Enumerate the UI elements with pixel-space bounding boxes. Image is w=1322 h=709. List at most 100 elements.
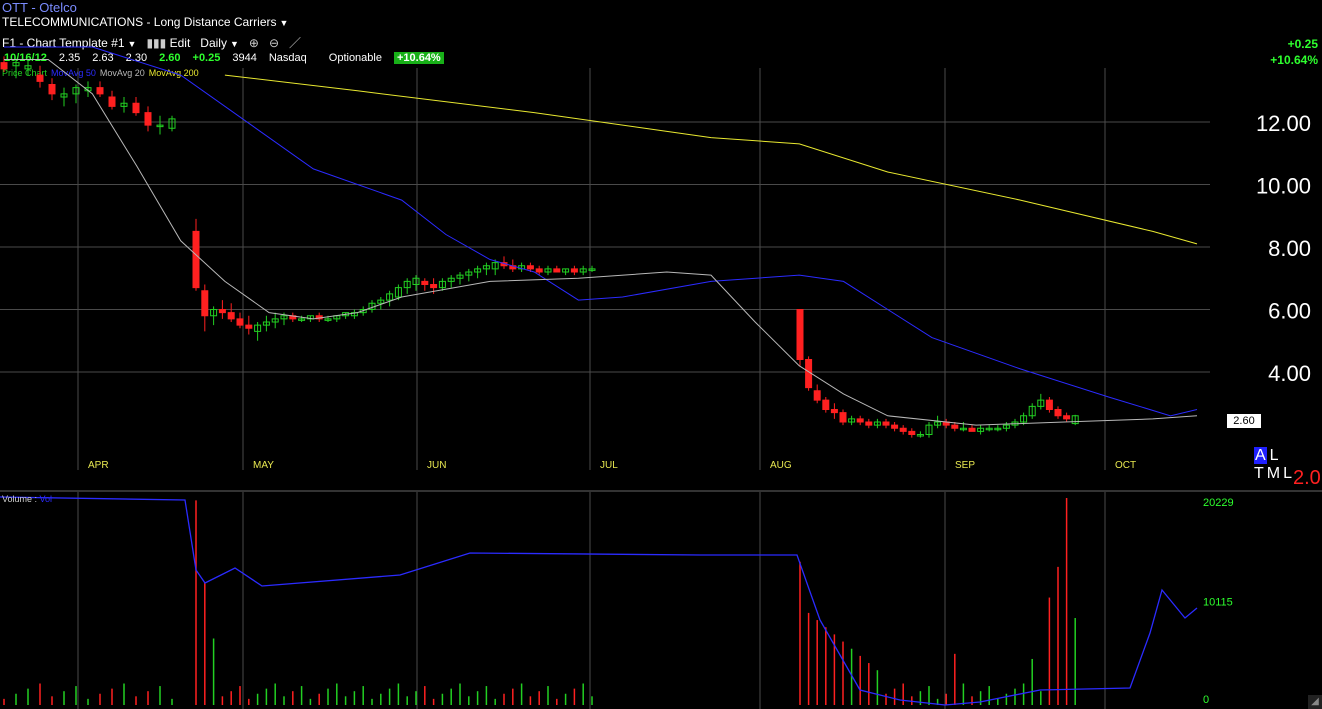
candle-body [298,318,306,321]
volume-axis-label: 10115 [1203,597,1233,609]
candle-body [403,280,411,289]
candle-body [1002,424,1010,429]
candle-body [562,268,570,273]
candle-body [108,96,116,107]
candle-body [218,309,226,314]
zoom-in-icon[interactable]: ⊕ [248,35,259,50]
candle-body [438,280,446,289]
candle-body [36,74,44,82]
candle-body [474,268,482,273]
candle-body [891,424,899,429]
moving-average-line [4,59,1198,426]
month-label: JUN [427,460,446,471]
candle-body [856,418,864,423]
candle-body [839,412,847,423]
candle-body [916,434,924,437]
quote-volume: 3944 [232,52,257,64]
volume-title: Volume : Vol [2,494,53,504]
candle-body [579,268,587,273]
candle-body [144,112,152,126]
candle-body [908,430,916,435]
candle-body [386,293,394,301]
candle-body [236,318,244,326]
candle-body [280,315,288,320]
right-change: +0.25 [1287,37,1318,51]
altml-a: A [1254,447,1267,464]
volume-axis-label: 20229 [1203,497,1234,509]
candle-body [254,324,262,332]
sector-selector[interactable]: TELECOMMUNICATIONS - Long Distance Carri… [2,15,288,29]
chevron-down-icon: ▼ [229,38,239,49]
candle-body [421,280,429,285]
candle-body [1020,415,1028,423]
price-axis-label: 6.00 [1268,299,1311,324]
legend-ma50: MovAvg 50 [51,68,96,78]
candle-body [553,268,561,273]
candle-body [1028,405,1036,417]
right-percent: +10.64% [1270,53,1318,67]
candle-body [377,299,385,304]
draw-tool-icon[interactable]: ／ [289,36,302,50]
candle-body [1054,409,1062,417]
price-axis-label: 10.00 [1256,174,1311,199]
template-label: F1 - Chart Template #1 [2,35,125,50]
candle-body [968,427,976,432]
bar-chart-icon: ▮▮▮ [146,35,167,50]
candle-body [865,421,873,426]
quote-low: 2.30 [125,52,148,64]
candle-body [985,427,993,431]
candle-body [96,87,104,95]
price-axis-label: 4.00 [1268,361,1311,386]
candle-body [245,324,253,329]
candle-body [848,418,856,423]
percent-change-badge: +10.64% [393,52,444,64]
candle-body [1071,415,1079,425]
moving-average-line [224,74,1198,245]
candle-body [412,277,420,285]
template-selector[interactable]: F1 - Chart Template #1 ▼ [2,36,136,50]
candle-body [588,268,596,271]
month-label: SEP [955,460,975,471]
candle-body [430,284,438,289]
candle-body [882,421,890,426]
toolbar: F1 - Chart Template #1 ▼ ▮▮▮ Edit Daily ▼ … [2,34,301,51]
period-selector[interactable]: Daily ▼ [200,36,239,50]
optionable-label: Optionable [328,52,382,64]
candle-body [447,277,455,282]
month-label: AUG [770,460,792,471]
edit-button[interactable]: ▮▮▮ Edit [146,36,190,50]
legend-ma20: MovAvg 20 [99,68,145,78]
last-price-tag: 2.60 [1227,414,1261,428]
candle-body [822,399,830,410]
month-label: OCT [1115,460,1136,471]
candle-body [977,427,985,432]
candle-body [156,124,164,128]
candle-body [394,287,402,298]
candle-body [0,62,8,70]
volume-moving-average-line [0,496,1198,706]
candle-body [24,65,32,70]
volume-ma-label: Vol [39,494,53,504]
symbol-title: OTT - Otelco [2,0,77,15]
candle-body [1063,415,1071,420]
edit-label: Edit [169,35,191,50]
period-label: Daily [200,35,227,50]
zoom-out-icon[interactable]: ⊖ [268,35,279,50]
candle-body [491,262,499,270]
candle-body [456,274,464,279]
altml-rest: L TML [1254,447,1295,482]
candle-body [951,424,959,429]
quote-close: 2.60 [159,52,181,64]
candle-body [48,84,56,95]
month-label: JUL [600,460,618,471]
candle-body [201,290,209,317]
candle-body [934,421,942,426]
candle-body [72,87,80,95]
symbol-title-text: OTT - Otelco [2,0,77,15]
scroll-corner-icon[interactable]: ◢ [1308,695,1322,709]
candle-body [359,309,367,314]
quote-change: +0.25 [192,52,221,64]
candle-body [227,312,235,320]
